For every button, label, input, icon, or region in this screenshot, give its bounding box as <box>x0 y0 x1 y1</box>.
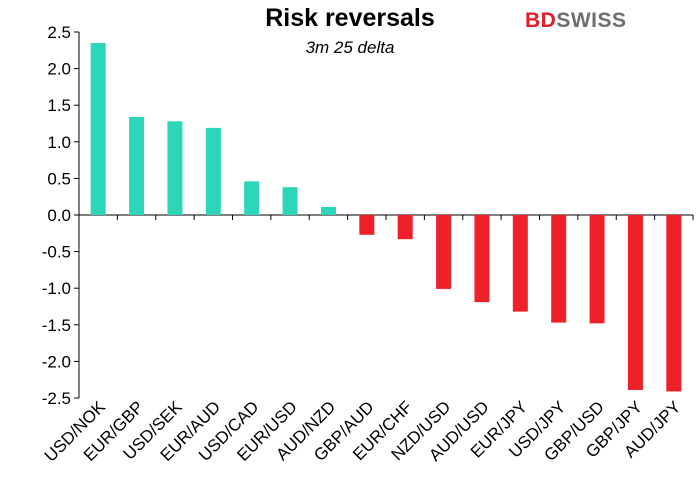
y-tick-label: 1.5 <box>47 96 71 115</box>
logo-bd-text: BD <box>525 9 557 32</box>
y-tick-labels: 2.5 2.0 1.5 1.0 0.5 0.0 -0.5 -1.0 -1.5 -2.0 -2.5 <box>42 23 71 408</box>
bar-eur-aud <box>205 127 221 215</box>
bar-aud-jpy <box>666 215 682 392</box>
y-tick-label: -1.5 <box>42 316 71 335</box>
bar-usd-sek <box>167 121 183 215</box>
y-tick-label: 0.5 <box>47 169 71 188</box>
bars <box>90 42 682 392</box>
bar-eur-usd <box>282 187 298 215</box>
chart-subtitle: 3m 25 delta <box>305 38 395 57</box>
bar-aud-nzd <box>320 206 336 215</box>
y-tick-label: 2.0 <box>47 60 71 79</box>
y-tick-label: 2.5 <box>47 23 71 42</box>
bar-gbp-usd <box>589 215 605 324</box>
bar-gbp-jpy <box>627 215 643 390</box>
bar-usd-jpy <box>551 215 567 323</box>
y-tick-label: 1.0 <box>47 133 71 152</box>
bar-gbp-aud <box>359 215 375 235</box>
bar-aud-usd <box>474 215 490 303</box>
bar-eur-jpy <box>512 215 528 312</box>
chart-title: Risk reversals <box>265 4 435 32</box>
bar-nzd-usd <box>436 215 452 289</box>
bar-usd-cad <box>244 181 260 215</box>
bdswiss-logo: BDSWISS <box>525 9 627 33</box>
bar-usd-nok <box>90 42 106 216</box>
bar-eur-gbp <box>129 116 145 215</box>
y-tick-label: -2.0 <box>42 352 71 371</box>
bar-eur-chf <box>397 215 413 240</box>
y-tick-label: -1.0 <box>42 279 71 298</box>
y-tick-label: 0.0 <box>47 206 71 225</box>
logo-swiss-text: SWISS <box>556 9 627 32</box>
x-tick-labels: USD/NOKEUR/GBPUSD/SEKEUR/AUDUSD/CADEUR/U… <box>41 397 685 466</box>
y-tick-label: -2.5 <box>42 389 71 408</box>
y-tick-label: -0.5 <box>42 243 71 262</box>
